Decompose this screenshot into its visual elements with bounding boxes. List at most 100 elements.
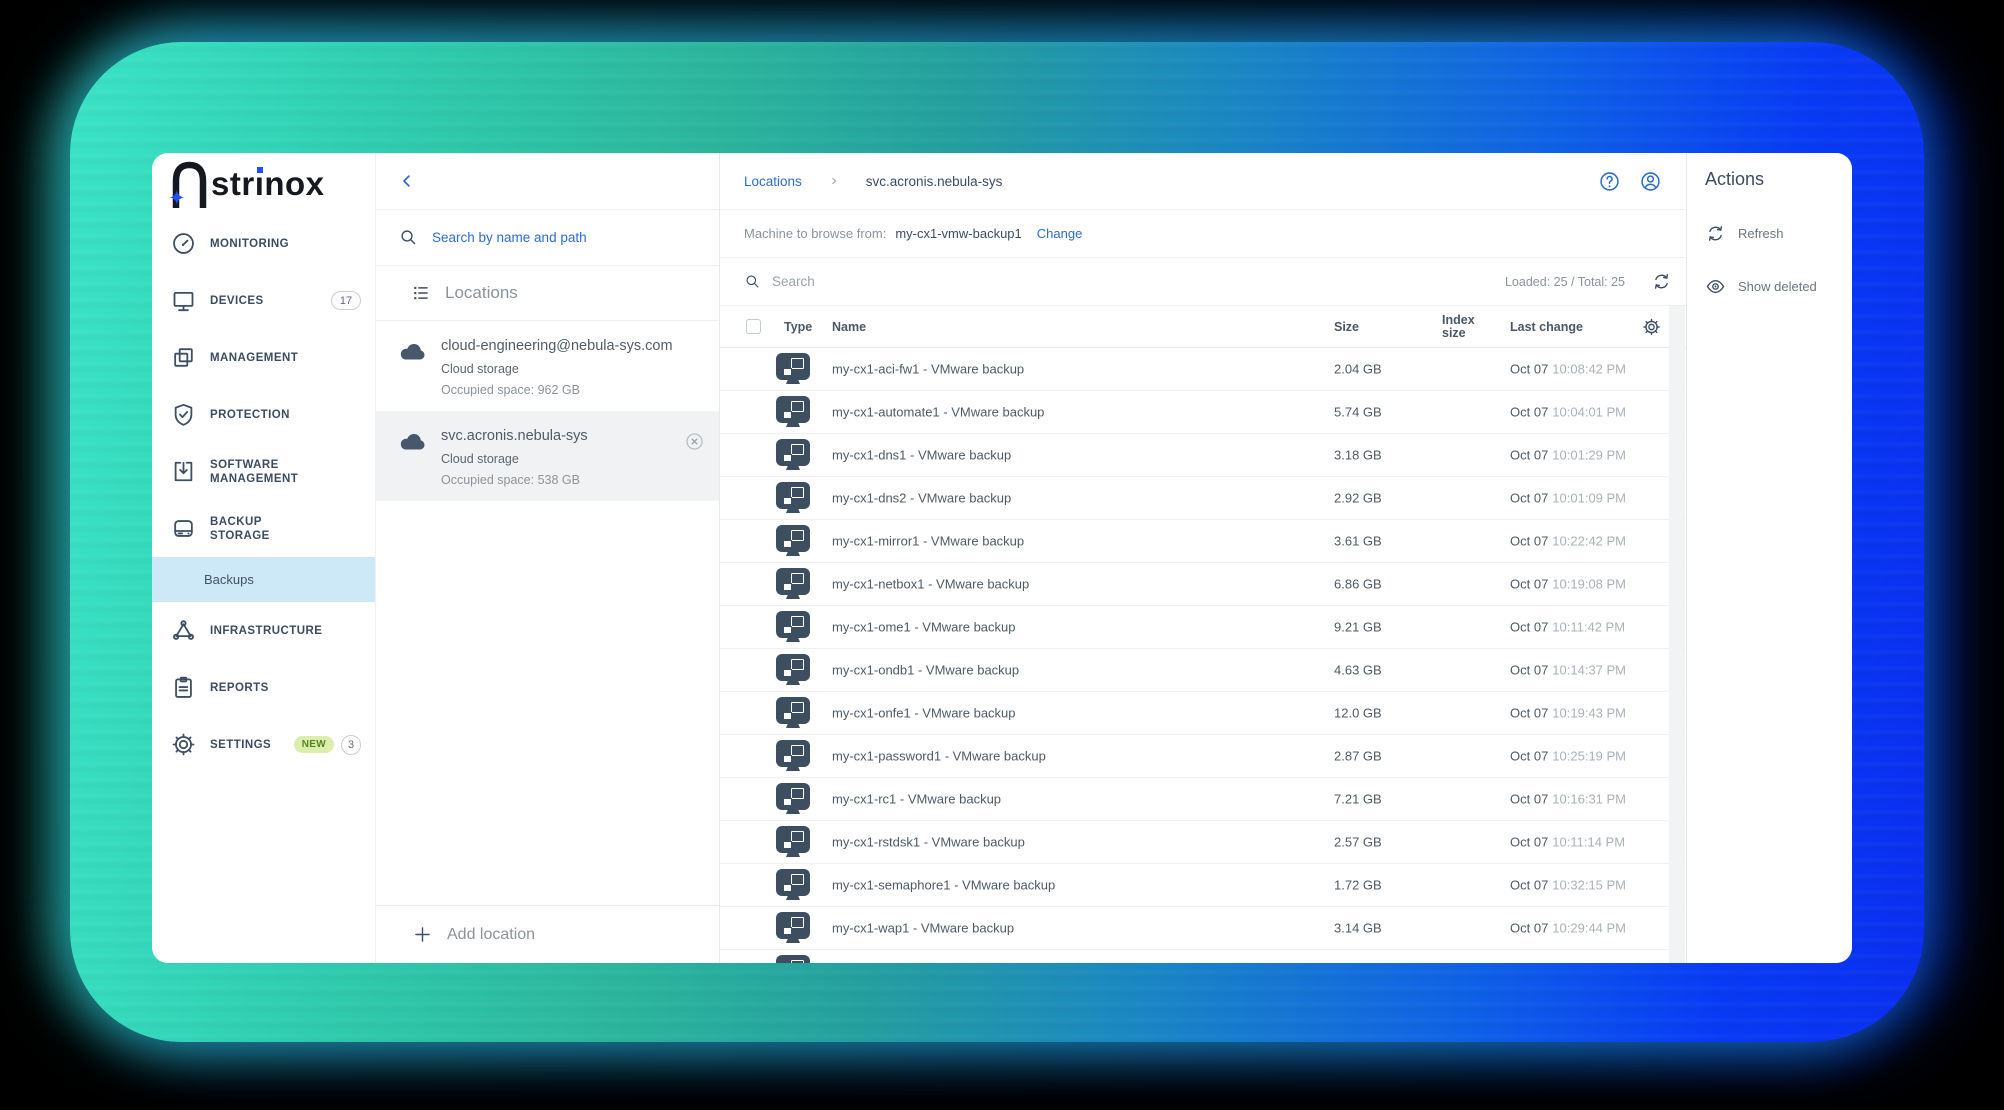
refresh-icon[interactable] <box>1651 271 1672 292</box>
backup-name: my-cx1-rstdsk1 - VMware backup <box>832 834 1025 850</box>
plus-icon <box>412 924 433 945</box>
table-row[interactable]: my-cx1-netbox1 - VMware backup 6.86 GB O… <box>720 563 1686 606</box>
table-row[interactable]: my-cx1-mirror1 - VMware backup 3.61 GB O… <box>720 520 1686 563</box>
location-card-cloud-engineering[interactable]: cloud-engineering@nebula-sys.com Cloud s… <box>376 321 719 411</box>
help-icon[interactable] <box>1598 170 1621 193</box>
gear-icon <box>170 731 197 758</box>
machine-name: my-cx1-vmw-backup1 <box>895 226 1022 241</box>
network-triangle-icon <box>170 617 197 644</box>
gauge-icon <box>170 230 197 257</box>
sidebar-item-monitoring[interactable]: MONITORING <box>152 215 375 272</box>
actions-panel: Actions Refresh Show deleted <box>1687 153 1852 963</box>
column-settings-gear-icon[interactable] <box>1641 316 1662 337</box>
backup-last-change: Oct 07 10:11:14 PM <box>1510 834 1626 850</box>
loaded-summary: Loaded: 25 / Total: 25 <box>1504 274 1625 289</box>
sidebar: ✦ strınox MONITORING DEVICES 17 MANAGEME… <box>152 153 375 963</box>
backup-name: my-cx1-rc1 - VMware backup <box>832 791 1002 807</box>
location-occupied-space: Occupied space: 962 GB <box>441 383 580 397</box>
main-content: Locations svc.acronis.nebula-sys Machine… <box>720 153 1687 963</box>
logo-star-icon: ✦ <box>168 187 186 210</box>
sidebar-item-management[interactable]: MANAGEMENT <box>152 329 375 386</box>
vm-backup-icon <box>776 955 810 963</box>
table-row[interactable]: my-cx1-aci-fw1 - VMware backup 2.04 GB O… <box>720 348 1686 391</box>
remove-location-icon[interactable] <box>684 431 705 452</box>
backup-last-change: Oct 07 10:19:08 PM <box>1510 576 1627 592</box>
clipboard-icon <box>170 674 197 701</box>
table-row[interactable]: my-cx1-ondb1 - VMware backup 4.63 GB Oct… <box>720 649 1686 692</box>
sidebar-item-protection[interactable]: PROTECTION <box>152 386 375 443</box>
table-row[interactable]: my-cx1-rc1 - VMware backup 7.21 GB Oct 0… <box>720 778 1686 821</box>
sidebar-item-reports[interactable]: REPORTS <box>152 659 375 716</box>
table-row[interactable]: my-cx1-dns1 - VMware backup 3.18 GB Oct … <box>720 434 1686 477</box>
breadcrumb-current: svc.acronis.nebula-sys <box>865 173 1003 189</box>
backup-last-change: Oct 07 10:11:42 PM <box>1510 619 1626 635</box>
vm-backup-icon <box>776 697 810 724</box>
backup-last-change: Oct 07 10:19:43 PM <box>1510 705 1627 721</box>
table-search-input[interactable] <box>772 274 1072 289</box>
backup-size: 2.87 GB <box>1334 748 1382 764</box>
backup-size: 7.21 GB <box>1334 791 1382 807</box>
back-button[interactable] <box>376 153 719 210</box>
action-refresh[interactable]: Refresh <box>1705 223 1852 244</box>
backup-name: my-cx1-onfe1 - VMware backup <box>832 705 1016 721</box>
column-name[interactable]: Name <box>832 319 867 334</box>
sidebar-item-backups[interactable]: Backups <box>152 557 375 602</box>
sidebar-item-software-management[interactable]: SOFTWARE MANAGEMENT <box>152 443 375 500</box>
table-row[interactable]: my-cx1-dns2 - VMware backup 2.92 GB Oct … <box>720 477 1686 520</box>
backup-size: 3.14 GB <box>1334 920 1382 936</box>
table-row[interactable]: my-cx1-onfe1 - VMware backup 12.0 GB Oct… <box>720 692 1686 735</box>
refresh-icon <box>1705 223 1726 244</box>
vm-backup-icon <box>776 654 810 681</box>
backup-size: 1.72 GB <box>1334 877 1382 893</box>
logo-arch-icon: ✦ <box>168 160 210 210</box>
vm-backup-icon <box>776 396 810 423</box>
settings-count-badge: 3 <box>341 734 361 755</box>
backup-name: my-cx1-automate1 - VMware backup <box>832 404 1045 420</box>
location-card-svc-acronis[interactable]: svc.acronis.nebula-sys Cloud storage Occ… <box>376 411 719 501</box>
table-row[interactable]: my-cx1-rstdsk1 - VMware backup 2.57 GB O… <box>720 821 1686 864</box>
locations-panel: Search by name and path Locations cloud-… <box>375 153 720 963</box>
table-row[interactable]: my-cx1-ome1 - VMware backup 9.21 GB Oct … <box>720 606 1686 649</box>
sidebar-item-infrastructure[interactable]: INFRASTRUCTURE <box>152 602 375 659</box>
account-icon[interactable] <box>1639 170 1662 193</box>
select-all-checkbox[interactable] <box>746 319 761 334</box>
column-index-size[interactable]: Index size <box>1442 312 1475 340</box>
breadcrumb: Locations svc.acronis.nebula-sys <box>720 153 1686 210</box>
action-show-deleted[interactable]: Show deleted <box>1705 276 1852 297</box>
vm-backup-icon <box>776 568 810 595</box>
add-location-button[interactable]: Add location <box>376 905 719 963</box>
breadcrumb-locations-link[interactable]: Locations <box>744 173 802 189</box>
brand-logo: ✦ strınox <box>152 153 375 215</box>
location-type: Cloud storage <box>441 362 519 376</box>
backup-name: my-cx1-mirror1 - VMware backup <box>832 533 1025 549</box>
vm-backup-icon <box>776 482 810 509</box>
vm-backup-icon <box>776 912 810 939</box>
sidebar-item-devices[interactable]: DEVICES 17 <box>152 272 375 329</box>
chevron-left-icon <box>403 175 410 187</box>
column-last-change[interactable]: Last change <box>1510 319 1583 334</box>
table-row-partial[interactable] <box>720 950 1686 963</box>
table-row[interactable]: my-cx1-semaphore1 - VMware backup 1.72 G… <box>720 864 1686 907</box>
backup-name: my-cx1-netbox1 - VMware backup <box>832 576 1030 592</box>
column-size[interactable]: Size <box>1334 319 1360 334</box>
table-row[interactable]: my-cx1-wap1 - VMware backup 3.14 GB Oct … <box>720 907 1686 950</box>
column-type[interactable]: Type <box>784 319 813 334</box>
backup-name: my-cx1-wap1 - VMware backup <box>832 920 1015 936</box>
devices-count-badge: 17 <box>331 291 361 310</box>
cloud-icon <box>398 340 428 397</box>
search-icon <box>744 273 761 290</box>
backup-last-change: Oct 07 10:01:29 PM <box>1510 447 1627 463</box>
table-row[interactable]: my-cx1-automate1 - VMware backup 5.74 GB… <box>720 391 1686 434</box>
backup-last-change: Oct 07 10:22:42 PM <box>1510 533 1627 549</box>
machine-bar: Machine to browse from: my-cx1-vmw-backu… <box>720 210 1686 258</box>
backup-name: my-cx1-dns2 - VMware backup <box>832 490 1012 506</box>
sidebar-item-backup-storage[interactable]: BACKUP STORAGE <box>152 500 375 557</box>
table-scrollbar[interactable] <box>1669 306 1685 963</box>
table-row[interactable]: my-cx1-password1 - VMware backup 2.87 GB… <box>720 735 1686 778</box>
location-search[interactable]: Search by name and path <box>376 210 719 266</box>
change-machine-link[interactable]: Change <box>1036 226 1083 241</box>
backup-last-change: Oct 07 10:01:09 PM <box>1510 490 1627 506</box>
vm-backup-icon <box>776 611 810 638</box>
sidebar-item-settings[interactable]: SETTINGS NEW 3 <box>152 716 375 773</box>
